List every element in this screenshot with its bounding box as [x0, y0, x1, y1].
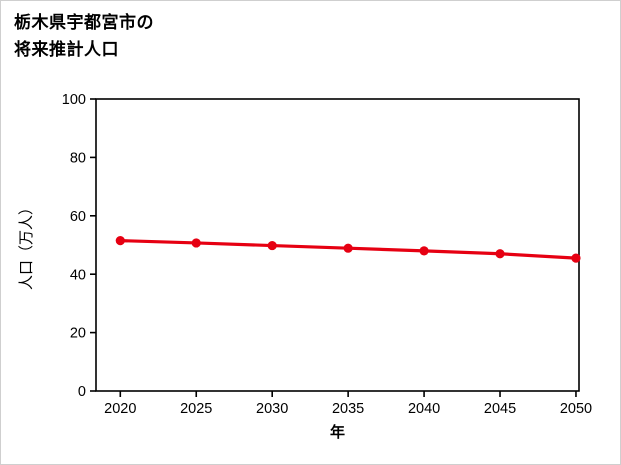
y-axis-label: 人口（万人） [18, 200, 35, 290]
y-tick-label: 80 [70, 150, 86, 166]
y-tick-label: 20 [70, 326, 86, 342]
chart-title: 栃木県宇都宮市の 将来推計人口 [14, 9, 154, 63]
y-tick-label: 0 [78, 384, 86, 400]
x-tick-label: 2040 [408, 401, 440, 417]
chart-title-line1: 栃木県宇都宮市の [14, 13, 154, 32]
data-point [343, 243, 353, 253]
x-tick-label: 2030 [256, 401, 288, 417]
data-point [419, 246, 429, 256]
plot-border [95, 98, 580, 392]
y-tick-label: 100 [62, 92, 86, 108]
y-tick-label: 40 [70, 267, 86, 283]
chart-title-line2: 将来推計人口 [14, 40, 119, 59]
x-tick-label: 2045 [484, 401, 516, 417]
x-tick-label: 2025 [180, 401, 212, 417]
data-point [267, 240, 277, 251]
x-axis-label: 年 [330, 423, 345, 441]
y-tick-label: 60 [70, 209, 86, 225]
data-point [495, 249, 505, 259]
data-point [191, 238, 201, 248]
x-tick-label: 2020 [104, 401, 136, 417]
data-point [115, 236, 125, 246]
x-tick-label: 2035 [332, 401, 364, 417]
data-point [571, 253, 581, 263]
x-tick-label: 2050 [560, 401, 592, 417]
